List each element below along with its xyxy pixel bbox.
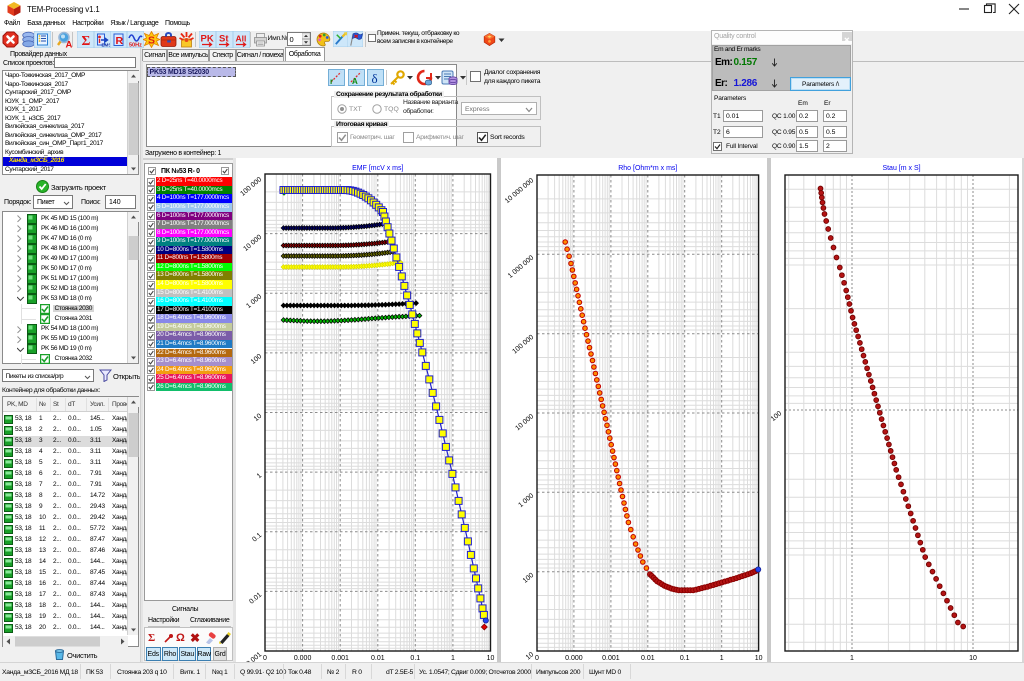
svg-text:EMF [mcV x ms]: EMF [mcV x ms] [352, 165, 403, 172]
svg-text:0.1: 0.1 [251, 532, 263, 544]
svg-text:S: S [148, 35, 155, 47]
svg-text:0.01: 0.01 [371, 655, 385, 662]
svg-text:0.1: 0.1 [410, 655, 420, 662]
svg-text:0.001: 0.001 [331, 655, 349, 662]
svg-text:1: 1 [850, 655, 854, 662]
svg-text:10: 10 [969, 655, 977, 662]
svg-text:R: R [116, 35, 124, 47]
svg-text:1: 1 [451, 655, 455, 662]
svg-text:PK: PK [200, 34, 213, 45]
svg-text:0.000: 0.000 [294, 655, 312, 662]
svg-text:A: A [65, 40, 72, 49]
svg-text:1: 1 [720, 655, 724, 662]
svg-text:10: 10 [755, 655, 763, 662]
svg-text:1: 1 [256, 472, 264, 480]
svg-text:r: r [330, 77, 333, 85]
svg-text:50Hz: 50Hz [129, 43, 142, 49]
svg-text:0.1: 0.1 [680, 655, 690, 662]
svg-text:A: A [352, 77, 358, 85]
svg-text:Σ: Σ [82, 33, 91, 48]
svg-text:10: 10 [525, 651, 536, 661]
svg-text:All: All [236, 34, 247, 44]
svg-text:0.001: 0.001 [602, 655, 620, 662]
svg-text:10: 10 [253, 413, 264, 423]
svg-text:10: 10 [487, 655, 495, 662]
svg-text:0.001: 0.001 [245, 651, 263, 662]
svg-text:EMS: EMS [101, 43, 111, 48]
svg-text:Stau [m x S]: Stau [m x S] [882, 165, 920, 172]
svg-text:Rho [Ohm*m x ms]: Rho [Ohm*m x ms] [618, 165, 677, 172]
svg-text:0: 0 [263, 655, 267, 662]
svg-text:St: St [219, 34, 229, 45]
svg-text:0.000: 0.000 [565, 655, 583, 662]
svg-text:0: 0 [535, 655, 539, 662]
svg-text:0.01: 0.01 [641, 655, 655, 662]
svg-text:δ: δ [372, 71, 378, 85]
